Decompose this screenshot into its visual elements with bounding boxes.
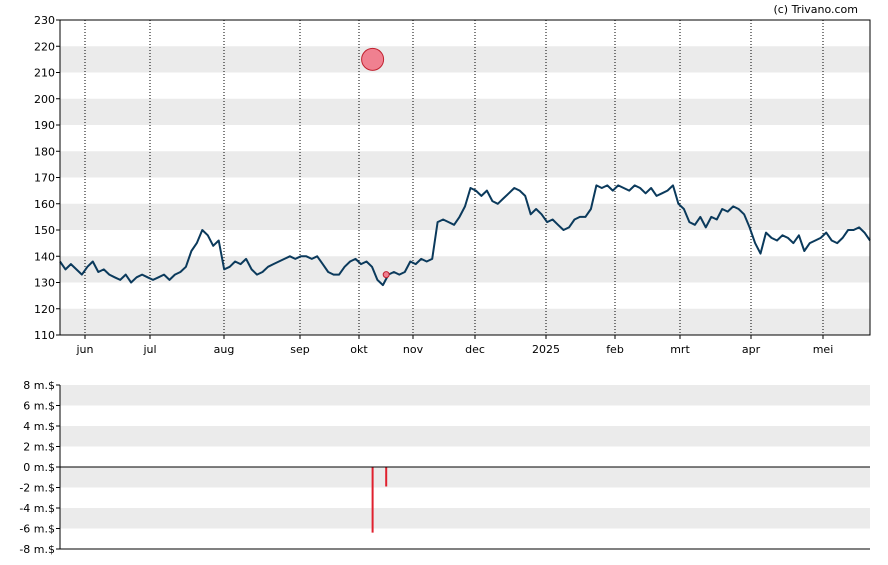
volume-band [60,508,870,529]
x-tick-label: jul [142,343,156,356]
y-tick-label: 160 [34,198,55,211]
y-tick-label: 200 [34,93,55,106]
insider-trade-marker [382,271,390,279]
y-tick-label: 140 [34,250,55,263]
volume-bars [371,467,388,533]
price-band [60,46,870,73]
x-tick-label: 2025 [532,343,560,356]
volume-y-tick-label: 2 m.$ [23,441,55,454]
y-tick-label: 190 [34,119,55,132]
volume-y-tick-label: -6 m.$ [19,523,55,536]
y-tick-label: 110 [34,329,55,342]
volume-grid-bands [60,385,870,529]
y-tick-label: 210 [34,67,55,80]
x-tick-label: nov [403,343,424,356]
y-tick-label: 180 [34,145,55,158]
insider-markers [361,47,390,279]
y-tick-label: 130 [34,277,55,290]
price-band [60,151,870,178]
volume-y-tick-label: 0 m.$ [23,461,55,474]
price-x-axis: jun jul aug sep okt nov dec 2025 feb mrt apr mei [76,335,834,356]
x-tick-label: jun [76,343,94,356]
y-tick-label: 230 [34,14,55,27]
volume-y-tick-label: 6 m.$ [23,400,55,413]
price-band [60,98,870,125]
price-chart: 110120130140150160170180190200210220230 … [34,3,871,356]
x-tick-label: dec [465,343,485,356]
volume-y-tick-label: -2 m.$ [19,482,55,495]
volume-band [60,467,870,488]
y-tick-label: 150 [34,224,55,237]
price-band [60,256,870,283]
volume-y-axis: 8 m.$ 6 m.$ 4 m.$ 2 m.$ 0 m.$ -2 m.$ -4 m.$ -6 … [19,379,60,556]
x-tick-label: sep [290,343,309,356]
x-tick-label: okt [350,343,368,356]
insider-trade-marker [361,47,385,71]
x-tick-label: apr [742,343,761,356]
price-y-axis: 110 120 130 140 150 160 170 180 190 200 210 220 230 [34,14,60,342]
y-tick-label: 220 [34,40,55,53]
volume-y-tick-label: 4 m.$ [23,420,55,433]
price-line [59,184,871,287]
volume-band [60,385,870,406]
y-tick-label: 170 [34,172,55,185]
price-band [60,308,870,335]
price-grid-bands [60,46,870,335]
x-tick-label: mrt [670,343,690,356]
copyright-text: (c) Trivano.com [773,3,858,16]
x-tick-label: aug [214,343,235,356]
x-tick-label: mei [813,343,834,356]
volume-band [60,426,870,447]
volume-y-tick-label: 8 m.$ [23,379,55,392]
x-tick-label: feb [606,343,624,356]
price-plot-frame [59,19,871,336]
volume-y-tick-label: -8 m.$ [19,543,55,556]
y-tick-label: 120 [34,303,55,316]
volume-y-tick-label: -4 m.$ [19,502,55,515]
price-series [59,184,871,287]
